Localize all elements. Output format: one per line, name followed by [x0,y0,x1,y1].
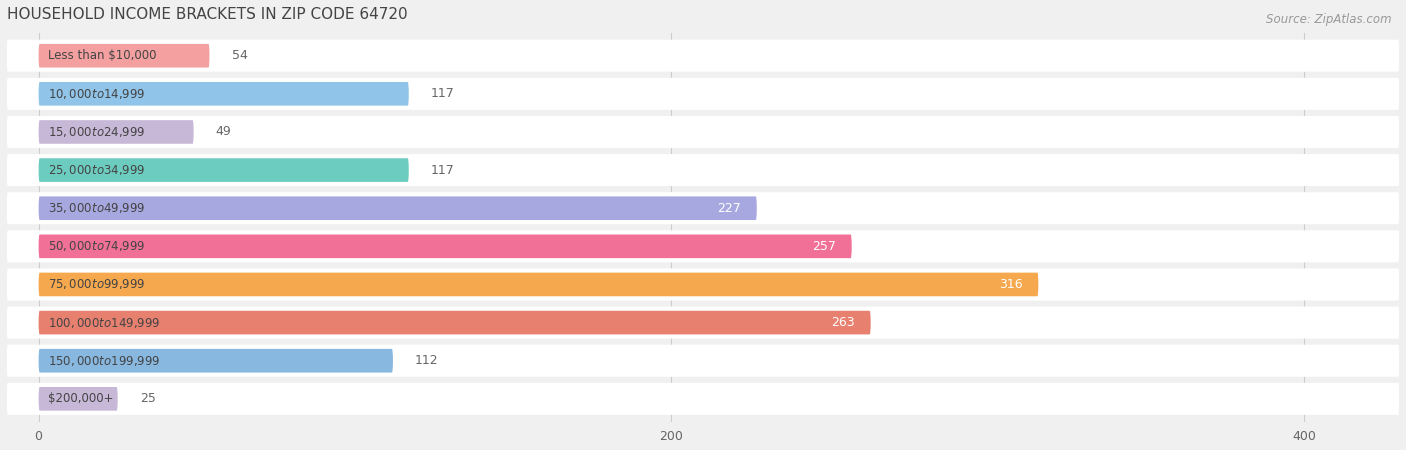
FancyBboxPatch shape [7,116,1399,148]
FancyBboxPatch shape [7,154,1399,186]
FancyBboxPatch shape [7,383,1399,415]
FancyBboxPatch shape [7,306,1399,338]
FancyBboxPatch shape [38,387,118,411]
FancyBboxPatch shape [7,345,1399,377]
Text: 49: 49 [215,126,232,139]
FancyBboxPatch shape [7,40,1399,72]
Text: $75,000 to $99,999: $75,000 to $99,999 [48,278,146,292]
Text: $150,000 to $199,999: $150,000 to $199,999 [48,354,160,368]
FancyBboxPatch shape [38,311,870,334]
Text: 112: 112 [415,354,439,367]
FancyBboxPatch shape [38,44,209,68]
Text: $10,000 to $14,999: $10,000 to $14,999 [48,87,146,101]
Text: 227: 227 [717,202,741,215]
Text: 316: 316 [998,278,1022,291]
Text: 117: 117 [430,164,454,176]
Text: HOUSEHOLD INCOME BRACKETS IN ZIP CODE 64720: HOUSEHOLD INCOME BRACKETS IN ZIP CODE 64… [7,7,408,22]
FancyBboxPatch shape [7,78,1399,110]
FancyBboxPatch shape [38,349,392,373]
Text: $100,000 to $149,999: $100,000 to $149,999 [48,315,160,329]
Text: 263: 263 [831,316,855,329]
Text: Source: ZipAtlas.com: Source: ZipAtlas.com [1267,14,1392,27]
FancyBboxPatch shape [38,273,1039,296]
Text: $50,000 to $74,999: $50,000 to $74,999 [48,239,146,253]
FancyBboxPatch shape [38,82,409,106]
Text: 117: 117 [430,87,454,100]
Text: $200,000+: $200,000+ [48,392,114,405]
Text: 257: 257 [813,240,837,253]
Text: Less than $10,000: Less than $10,000 [48,49,156,62]
FancyBboxPatch shape [7,269,1399,301]
Text: $35,000 to $49,999: $35,000 to $49,999 [48,201,146,215]
Text: 25: 25 [139,392,156,405]
FancyBboxPatch shape [38,196,756,220]
Text: $25,000 to $34,999: $25,000 to $34,999 [48,163,146,177]
FancyBboxPatch shape [38,234,852,258]
FancyBboxPatch shape [7,230,1399,262]
Text: 54: 54 [232,49,247,62]
FancyBboxPatch shape [38,158,409,182]
FancyBboxPatch shape [38,120,194,144]
Text: $15,000 to $24,999: $15,000 to $24,999 [48,125,146,139]
FancyBboxPatch shape [7,192,1399,224]
